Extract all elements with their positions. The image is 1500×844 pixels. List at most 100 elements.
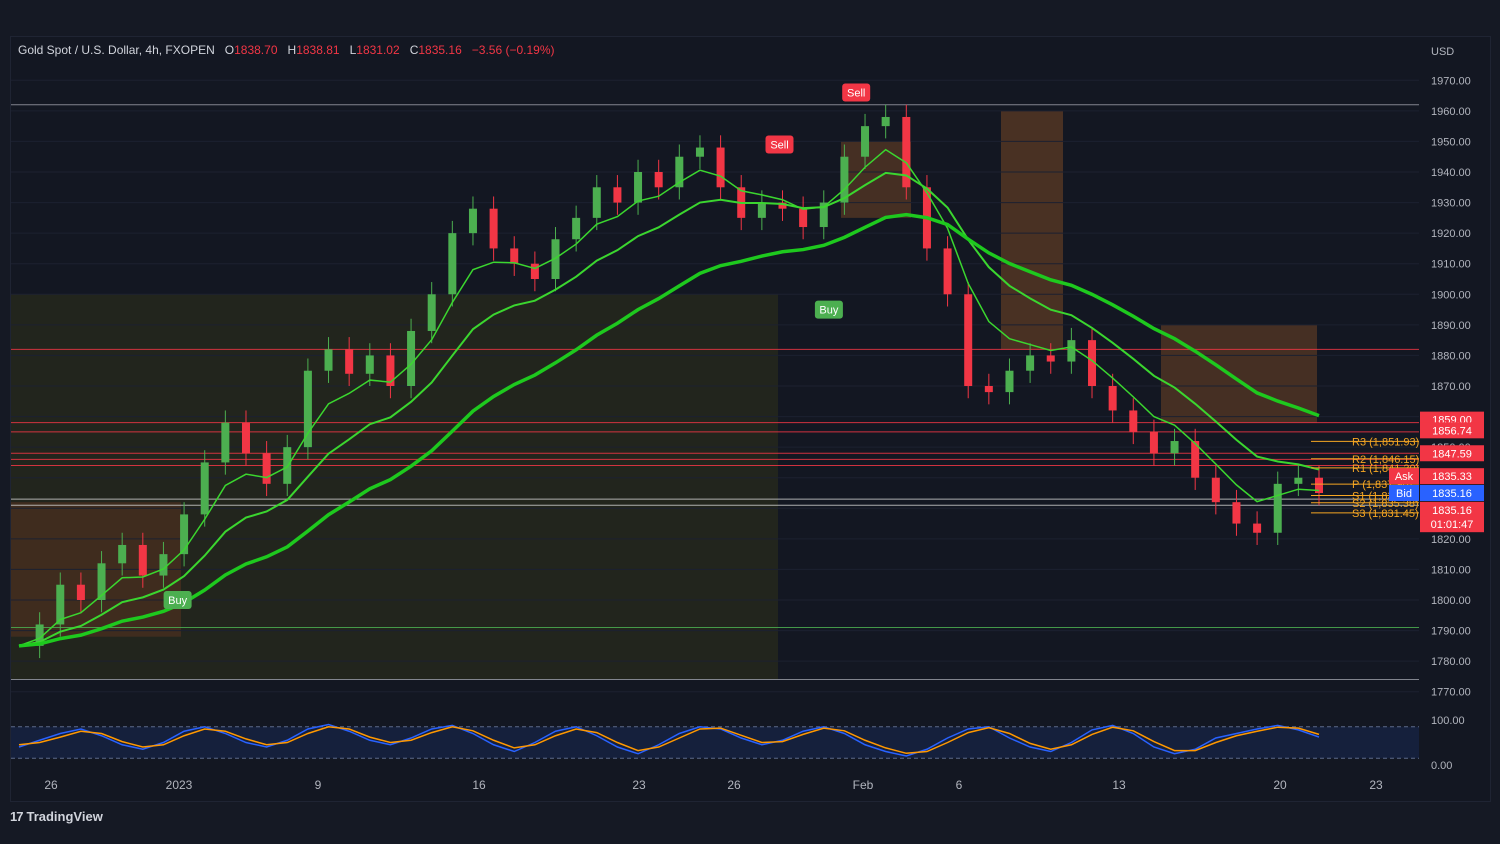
oscillator-k-line — [18, 723, 1320, 757]
y-tick-label: 1940.00 — [1431, 167, 1471, 179]
candle-body — [1315, 477, 1323, 493]
x-tick-label: 16 — [472, 778, 486, 792]
price-tag-label: 1835.33 — [1432, 471, 1472, 483]
y-tick-label: 1790.00 — [1431, 626, 1471, 638]
candle-body — [159, 554, 168, 576]
low-value: 1831.02 — [356, 43, 400, 57]
pivot-label: R3 (1,851.93) — [1352, 436, 1419, 448]
candle-body — [1170, 441, 1179, 454]
y-tick-label: 1970.00 — [1431, 75, 1471, 87]
candle-body — [654, 172, 663, 188]
candle-body — [1088, 340, 1097, 386]
buy-signal[interactable] — [814, 300, 843, 319]
tradingview-logo-icon: 17 — [10, 809, 24, 824]
candle-body — [1108, 386, 1117, 411]
y-tick-label: 1880.00 — [1431, 350, 1471, 362]
candle-body — [943, 248, 952, 295]
oscillator-tick-label: 0.00 — [1431, 760, 1452, 772]
price-tag — [1420, 501, 1484, 518]
candle-body — [634, 172, 643, 203]
price-tag-label: 1835.16 — [1432, 488, 1472, 500]
candle-body — [427, 294, 436, 331]
price-tag — [1420, 422, 1484, 439]
candle-body — [1211, 477, 1220, 503]
candle-body — [262, 453, 271, 484]
high-value: 1838.81 — [296, 43, 340, 57]
x-tick-label: 13 — [1112, 778, 1126, 792]
candle-body — [510, 248, 519, 264]
signal-label: Buy — [168, 595, 187, 607]
buy-signal[interactable] — [163, 591, 192, 609]
x-tick-label: 20 — [1273, 778, 1287, 792]
candle-body — [1191, 441, 1200, 478]
candle-body — [984, 386, 993, 393]
candle-body — [716, 147, 725, 188]
low-label: L — [349, 43, 357, 57]
price-tag-label: 1847.59 — [1432, 448, 1472, 460]
y-tick-label: 1870.00 — [1431, 381, 1471, 393]
x-tick-label: 9 — [315, 778, 322, 792]
candle-body — [241, 422, 250, 454]
candle-body — [1273, 483, 1282, 533]
candle-body — [365, 355, 374, 374]
candle-body — [345, 349, 354, 374]
y-tick-label: 1770.00 — [1431, 687, 1471, 699]
candle-body — [448, 233, 457, 295]
oscillator-tick-label: 100.00 — [1431, 715, 1465, 727]
candle-body — [695, 147, 704, 157]
signal-label: Sell — [847, 88, 865, 100]
y-tick-label: 1960.00 — [1431, 106, 1471, 118]
candle-body — [778, 202, 787, 209]
price-chart[interactable]: 1970.00 1960.00 1950.00 1940.00 1930.00 1920.… — [11, 37, 1490, 801]
tradingview-logo-text: TradingView — [26, 809, 103, 824]
price-tag-label: 01:01:47 — [1431, 519, 1474, 531]
sell-signal[interactable] — [765, 135, 794, 154]
candle-body — [407, 330, 416, 386]
price-tag — [1420, 468, 1484, 485]
y-tick-label: 1810.00 — [1431, 564, 1471, 576]
symbol-name: Gold Spot / U.S. Dollar, 4h, FXOPEN — [18, 43, 215, 57]
price-tag-label: 1835.16 — [1432, 505, 1472, 517]
candle-body — [1067, 340, 1076, 362]
candle-body — [35, 624, 44, 646]
candle-body — [1253, 523, 1262, 533]
candle-body — [530, 263, 539, 279]
sell-signal[interactable] — [842, 83, 871, 102]
candle-body — [489, 208, 498, 249]
price-tag-badge-label: Ask — [1395, 471, 1414, 483]
candle-body — [572, 217, 581, 240]
price-tag-badge — [1389, 468, 1419, 485]
ema-slow-line — [18, 212, 1320, 648]
green-zone — [11, 294, 778, 680]
candle-body — [221, 422, 230, 463]
candle-body — [757, 202, 766, 218]
chart-frame[interactable]: 1970.00 1960.00 1950.00 1940.00 1930.00 1920.… — [10, 36, 1491, 802]
candle-body — [861, 126, 870, 157]
open-value: 1838.70 — [234, 43, 278, 57]
candle-body — [56, 584, 65, 625]
candle-body — [551, 239, 560, 279]
candle-body — [1149, 431, 1158, 454]
symbol-legend: Gold Spot / U.S. Dollar, 4h, FXOPEN O183… — [18, 43, 555, 57]
x-tick-label: 23 — [1369, 778, 1383, 792]
oscillator-d-line — [18, 725, 1320, 755]
candle-body — [902, 116, 911, 188]
candle-body — [303, 370, 312, 448]
x-tick-label: 23 — [632, 778, 646, 792]
x-tick-label: 6 — [956, 778, 963, 792]
candle-body — [592, 187, 601, 218]
y-tick-label: 1930.00 — [1431, 198, 1471, 210]
tradingview-logo[interactable]: 17 TradingView — [10, 809, 103, 824]
signal-label: Sell — [770, 139, 788, 151]
candle-body — [324, 349, 333, 371]
orange-zone — [1001, 110, 1063, 350]
candle-body — [1232, 502, 1241, 524]
candle-body — [1046, 355, 1055, 362]
y-tick-label: 1900.00 — [1431, 289, 1471, 301]
candle-body — [840, 156, 849, 203]
candle-body — [1026, 355, 1035, 371]
x-tick-label: 2023 — [166, 778, 193, 792]
candle-body — [76, 584, 85, 600]
candle-body — [118, 544, 127, 564]
ema-mid-line — [18, 171, 1320, 647]
